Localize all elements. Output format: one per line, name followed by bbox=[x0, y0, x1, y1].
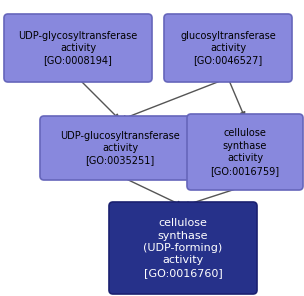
FancyBboxPatch shape bbox=[109, 202, 257, 294]
Text: cellulose
synthase
activity
[GO:0016759]: cellulose synthase activity [GO:0016759] bbox=[210, 128, 280, 176]
FancyBboxPatch shape bbox=[187, 114, 303, 190]
FancyBboxPatch shape bbox=[40, 116, 200, 180]
Text: glucosyltransferase
activity
[GO:0046527]: glucosyltransferase activity [GO:0046527… bbox=[180, 30, 276, 65]
FancyBboxPatch shape bbox=[4, 14, 152, 82]
Text: UDP-glycosyltransferase
activity
[GO:0008194]: UDP-glycosyltransferase activity [GO:000… bbox=[18, 30, 138, 65]
Text: cellulose
synthase
(UDP-forming)
activity
[GO:0016760]: cellulose synthase (UDP-forming) activit… bbox=[143, 218, 223, 278]
Text: UDP-glucosyltransferase
activity
[GO:0035251]: UDP-glucosyltransferase activity [GO:003… bbox=[60, 131, 180, 165]
FancyBboxPatch shape bbox=[164, 14, 292, 82]
